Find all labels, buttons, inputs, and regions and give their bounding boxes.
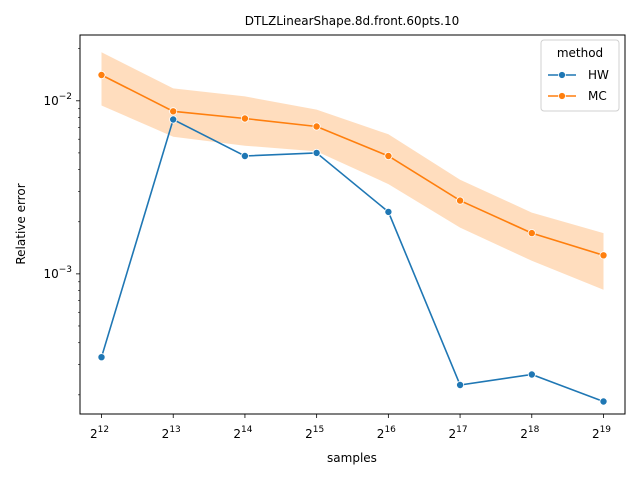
legend-marker-mc	[558, 92, 566, 100]
x-tick-label: 213	[162, 425, 181, 441]
x-axis-ticks: 212 213 214 215 216 217 218 219	[90, 414, 611, 441]
legend: method HW MC	[540, 39, 620, 112]
x-tick-label: 215	[305, 425, 324, 441]
point-hw	[97, 353, 106, 362]
legend-label-mc: MC	[588, 89, 607, 103]
x-tick-label: 212	[90, 425, 109, 441]
point-mc	[97, 71, 106, 80]
line-hw	[100, 118, 604, 403]
point-mc	[384, 151, 393, 160]
point-mc	[240, 114, 249, 123]
x-tick-label: 219	[592, 425, 611, 441]
point-hw	[169, 115, 178, 124]
y-tick-label: 10−2	[43, 92, 72, 108]
point-hw	[312, 148, 321, 157]
plot-frame	[79, 34, 626, 415]
point-mc	[312, 122, 321, 131]
y-tick-label: 10−3	[43, 265, 72, 281]
series-points	[97, 71, 608, 406]
legend-label-hw: HW	[588, 68, 609, 82]
series-lines	[100, 74, 604, 403]
x-tick-label: 218	[520, 425, 539, 441]
point-mc	[169, 107, 178, 116]
point-mc	[527, 229, 536, 238]
legend-marker-hw	[558, 71, 566, 79]
point-hw	[527, 370, 536, 379]
line-mc	[101, 74, 604, 257]
point-hw	[599, 397, 608, 406]
point-mc	[599, 251, 608, 260]
y-axis-ticks: 10−2 10−3	[43, 48, 80, 396]
y-axis-label: Relative error	[14, 183, 28, 264]
band-mc	[101, 52, 604, 290]
chart-title: DTLZLinearShape.8d.front.60pts.10	[245, 14, 460, 28]
point-hw	[384, 207, 393, 216]
x-tick-label: 217	[449, 425, 468, 441]
confidence-bands	[101, 52, 604, 290]
x-tick-label: 214	[233, 425, 252, 441]
point-hw	[456, 380, 465, 389]
x-axis-label: samples	[327, 451, 377, 465]
x-tick-label: 216	[377, 425, 396, 441]
point-hw	[240, 151, 249, 160]
point-mc	[456, 196, 465, 205]
legend-title: method	[557, 46, 603, 60]
